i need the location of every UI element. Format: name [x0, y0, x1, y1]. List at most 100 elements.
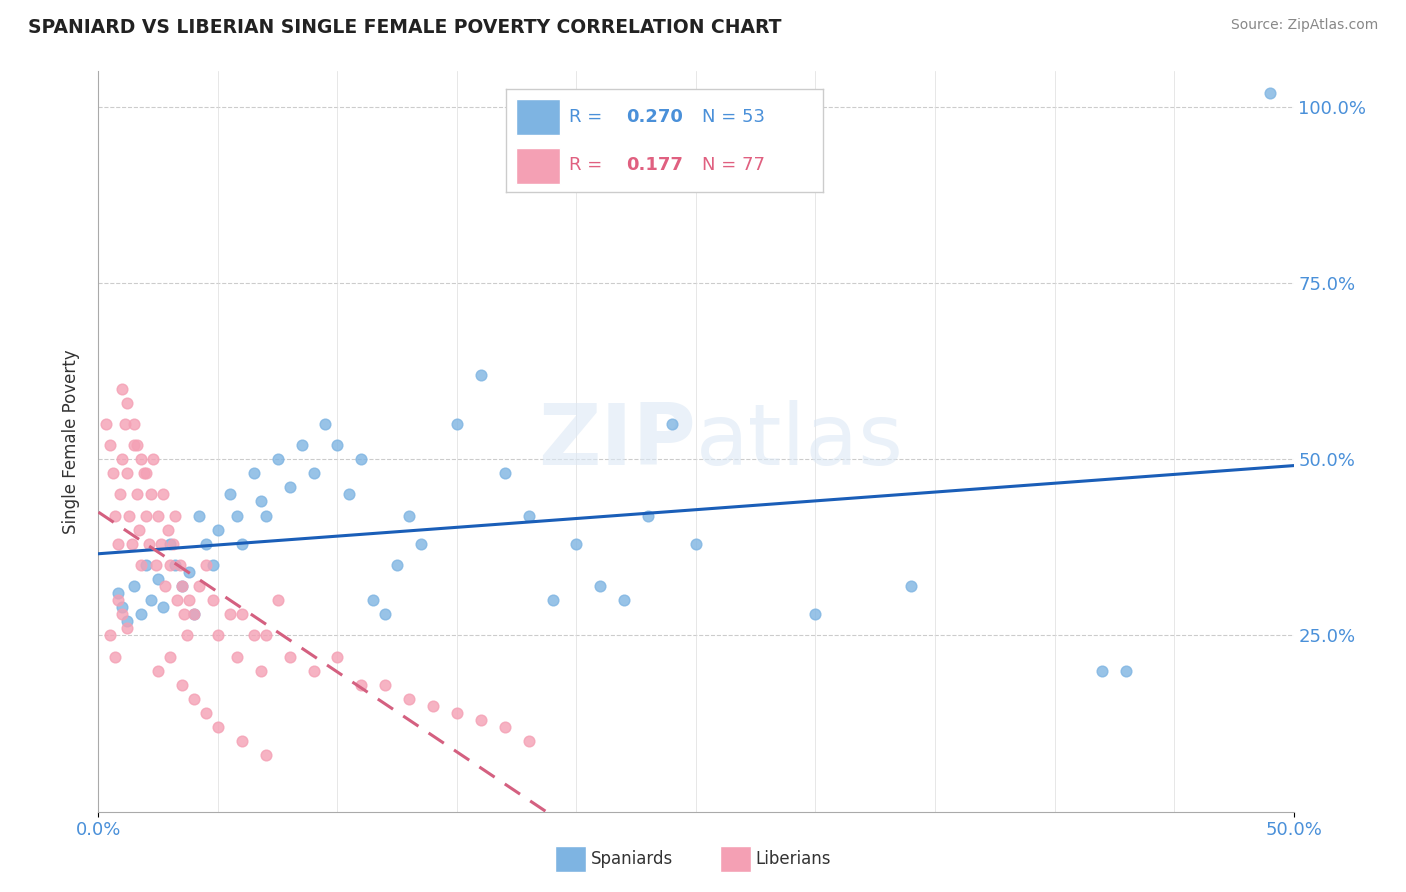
- Point: [254, 508, 277, 523]
- Point: [517, 508, 540, 523]
- Point: [398, 508, 420, 523]
- Point: [339, 487, 361, 501]
- Point: [163, 558, 186, 572]
- Point: [108, 487, 131, 501]
- Text: Liberians: Liberians: [755, 850, 831, 868]
- Point: [183, 692, 205, 706]
- Point: [135, 508, 157, 523]
- Point: [470, 713, 492, 727]
- Point: [111, 382, 134, 396]
- Point: [172, 678, 194, 692]
- Bar: [516, 148, 560, 184]
- Point: [152, 487, 174, 501]
- Point: [278, 480, 301, 494]
- Point: [135, 467, 157, 481]
- Point: [350, 678, 373, 692]
- Point: [195, 706, 218, 720]
- Point: [149, 537, 172, 551]
- Point: [139, 593, 162, 607]
- Point: [195, 558, 218, 572]
- Point: [166, 593, 188, 607]
- Point: [219, 607, 242, 622]
- Point: [291, 438, 314, 452]
- Point: [900, 579, 922, 593]
- Point: [179, 565, 201, 579]
- Point: [118, 508, 141, 523]
- Point: [138, 537, 160, 551]
- Point: [685, 537, 707, 551]
- Point: [517, 734, 540, 748]
- Point: [173, 607, 195, 622]
- Point: [231, 537, 253, 551]
- Point: [350, 452, 373, 467]
- Point: [145, 558, 167, 572]
- Text: Source: ZipAtlas.com: Source: ZipAtlas.com: [1230, 18, 1378, 32]
- Point: [411, 537, 433, 551]
- Point: [589, 579, 612, 593]
- Point: [243, 467, 266, 481]
- Point: [107, 593, 129, 607]
- Point: [115, 467, 138, 481]
- Point: [124, 438, 146, 452]
- Point: [446, 417, 468, 431]
- Point: [1258, 86, 1281, 100]
- Point: [250, 494, 273, 508]
- Point: [125, 487, 148, 501]
- Point: [162, 537, 184, 551]
- Point: [267, 452, 290, 467]
- Text: R =: R =: [569, 108, 609, 126]
- Text: Spaniards: Spaniards: [591, 850, 672, 868]
- Point: [254, 628, 277, 642]
- Point: [470, 368, 492, 382]
- Text: 0.177: 0.177: [626, 156, 683, 174]
- Point: [446, 706, 468, 720]
- Point: [637, 508, 659, 523]
- Point: [1115, 664, 1137, 678]
- Point: [114, 417, 136, 431]
- Point: [231, 734, 253, 748]
- Y-axis label: Single Female Poverty: Single Female Poverty: [62, 350, 80, 533]
- Point: [115, 621, 138, 635]
- Point: [302, 467, 325, 481]
- Point: [163, 508, 186, 523]
- Point: [169, 558, 191, 572]
- Point: [267, 593, 290, 607]
- Point: [278, 649, 301, 664]
- Point: [139, 487, 162, 501]
- Bar: [516, 99, 560, 136]
- Point: [202, 593, 225, 607]
- Point: [326, 649, 349, 664]
- Point: [187, 579, 209, 593]
- Point: [148, 664, 170, 678]
- Point: [142, 452, 165, 467]
- Point: [250, 664, 273, 678]
- Point: [374, 607, 396, 622]
- Point: [494, 467, 516, 481]
- Point: [207, 523, 229, 537]
- Point: [613, 593, 636, 607]
- Point: [152, 600, 174, 615]
- Point: [385, 558, 409, 572]
- Point: [128, 523, 150, 537]
- Point: [541, 593, 564, 607]
- Point: [115, 615, 138, 629]
- Point: [804, 607, 827, 622]
- Point: [94, 417, 117, 431]
- Text: atlas: atlas: [696, 400, 904, 483]
- Point: [121, 537, 143, 551]
- Point: [131, 558, 153, 572]
- Point: [111, 452, 134, 467]
- Point: [202, 558, 225, 572]
- Point: [159, 558, 181, 572]
- Point: [148, 508, 170, 523]
- Text: N = 53: N = 53: [703, 108, 765, 126]
- Point: [183, 607, 205, 622]
- Point: [135, 558, 157, 572]
- Point: [107, 537, 129, 551]
- Point: [98, 628, 122, 642]
- Point: [254, 748, 277, 763]
- Text: 0.270: 0.270: [626, 108, 683, 126]
- Point: [172, 579, 194, 593]
- Point: [243, 628, 266, 642]
- Point: [207, 720, 229, 734]
